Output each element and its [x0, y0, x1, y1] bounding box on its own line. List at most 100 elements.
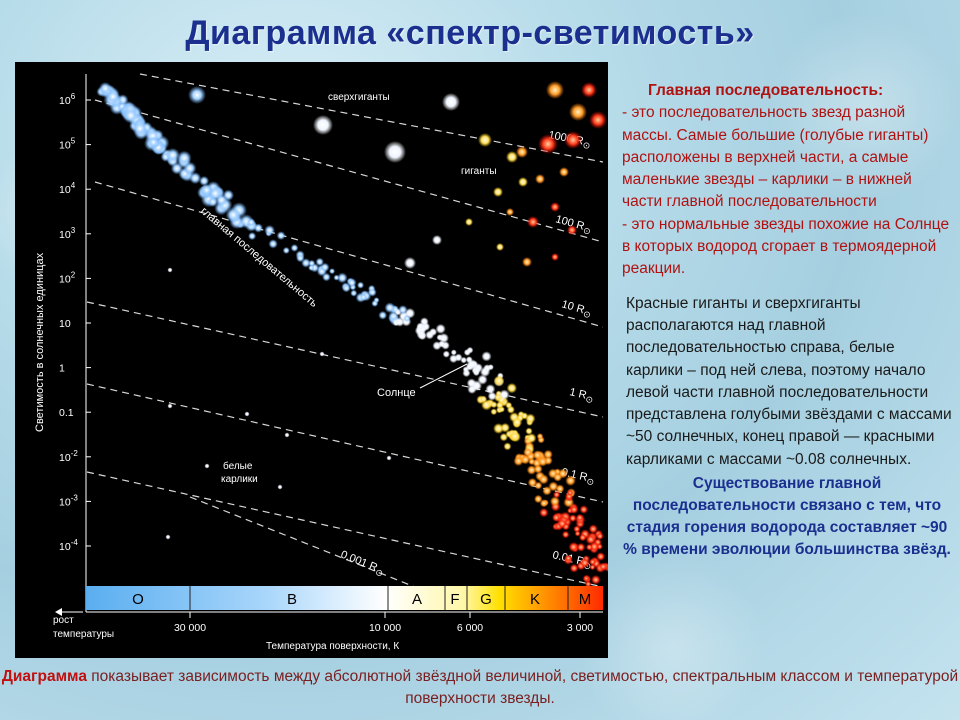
radius-line: [86, 471, 604, 588]
star: [329, 268, 336, 275]
star: [561, 530, 570, 539]
star: [490, 401, 498, 409]
star: [450, 349, 457, 356]
side-description: Главная последовательность: - это послед…: [622, 80, 952, 561]
x-tick-label: 30 000: [174, 622, 206, 634]
star: [404, 257, 416, 269]
label-white-dwarfs-1: белые: [223, 460, 253, 472]
star: [553, 472, 563, 482]
star: [569, 505, 579, 515]
star: [538, 474, 549, 485]
stars: [96, 81, 608, 588]
sun-pointer-line: [419, 363, 468, 389]
star: [559, 167, 569, 177]
star: [416, 322, 425, 331]
side-body-2: - это нормальные звезды похожие на Солнц…: [622, 215, 950, 278]
star: [165, 147, 180, 163]
x-tick-label: 3 000: [567, 622, 593, 634]
star: [132, 120, 148, 137]
star: [478, 133, 492, 147]
star: [511, 417, 523, 428]
star: [277, 484, 283, 490]
star: [398, 305, 408, 315]
spectral-band: [86, 586, 603, 610]
star: [555, 484, 565, 494]
star: [432, 235, 442, 245]
star: [596, 532, 604, 541]
spectral-band-dividers: [189, 586, 569, 610]
star: [584, 580, 592, 588]
star: [574, 530, 581, 537]
star: [551, 513, 561, 522]
star: [441, 341, 450, 350]
star: [442, 93, 460, 111]
temp-growth-label-2: температуры: [53, 629, 114, 640]
star: [481, 351, 492, 362]
star: [466, 346, 474, 354]
star: [188, 86, 206, 104]
temp-growth-label-1: рост: [53, 615, 74, 626]
star: [564, 131, 582, 149]
page-title: Диаграмма «спектр-светимость»: [185, 14, 755, 52]
star: [246, 218, 256, 227]
y-tick-label: 10-2: [59, 449, 78, 464]
radius-line: [86, 301, 604, 418]
star: [588, 524, 598, 534]
star: [490, 408, 498, 416]
radius-line: [139, 73, 604, 163]
star: [215, 193, 228, 207]
star: [536, 433, 544, 440]
star: [585, 543, 593, 551]
spectral-class-label: G: [480, 591, 492, 608]
star: [569, 103, 587, 121]
star: [500, 422, 510, 433]
star: [308, 264, 315, 271]
star: [225, 207, 241, 223]
star: [418, 331, 427, 341]
star: [189, 172, 202, 185]
x-axis-ticks: 30 000 10 000 6 000 3 000: [174, 612, 593, 634]
radius-line-label: 10 R⊙: [560, 298, 593, 320]
star: [268, 239, 278, 249]
star: [199, 175, 210, 187]
side-body-1: - это последовательность звезд разной ма…: [622, 104, 929, 211]
side-paragraph-2: Красные гиганты и сверхгиганты располага…: [626, 294, 952, 468]
label-white-dwarfs-2: карлики: [221, 474, 258, 485]
star: [498, 406, 505, 413]
caption-rest: показывает зависимость между абсолютной …: [86, 668, 959, 707]
spectral-class-label: A: [412, 591, 422, 608]
star: [509, 431, 520, 442]
star: [342, 283, 351, 293]
side-heading: Главная последовательность:: [648, 82, 884, 99]
star: [493, 375, 505, 387]
star: [496, 243, 504, 251]
x-tick-label: 6 000: [457, 622, 483, 634]
star: [429, 327, 438, 336]
star: [248, 232, 257, 241]
star: [567, 225, 577, 235]
label-sun: Солнце: [377, 387, 416, 399]
star: [384, 141, 406, 163]
star: [525, 413, 536, 424]
star: [200, 183, 213, 197]
star: [589, 558, 597, 566]
star: [526, 433, 537, 444]
star: [403, 314, 411, 322]
star: [532, 450, 543, 461]
star: [276, 231, 286, 241]
star: [473, 366, 481, 374]
star: [549, 496, 560, 507]
star: [579, 557, 591, 568]
label-supergiants: сверхгиганты: [328, 92, 390, 103]
star: [378, 310, 388, 320]
radius-line: [94, 181, 604, 328]
star: [336, 272, 348, 284]
star: [438, 333, 449, 344]
spectral-class-label: M: [579, 591, 592, 608]
star: [575, 513, 584, 522]
star: [566, 489, 574, 497]
star: [598, 562, 608, 571]
star: [386, 455, 392, 461]
